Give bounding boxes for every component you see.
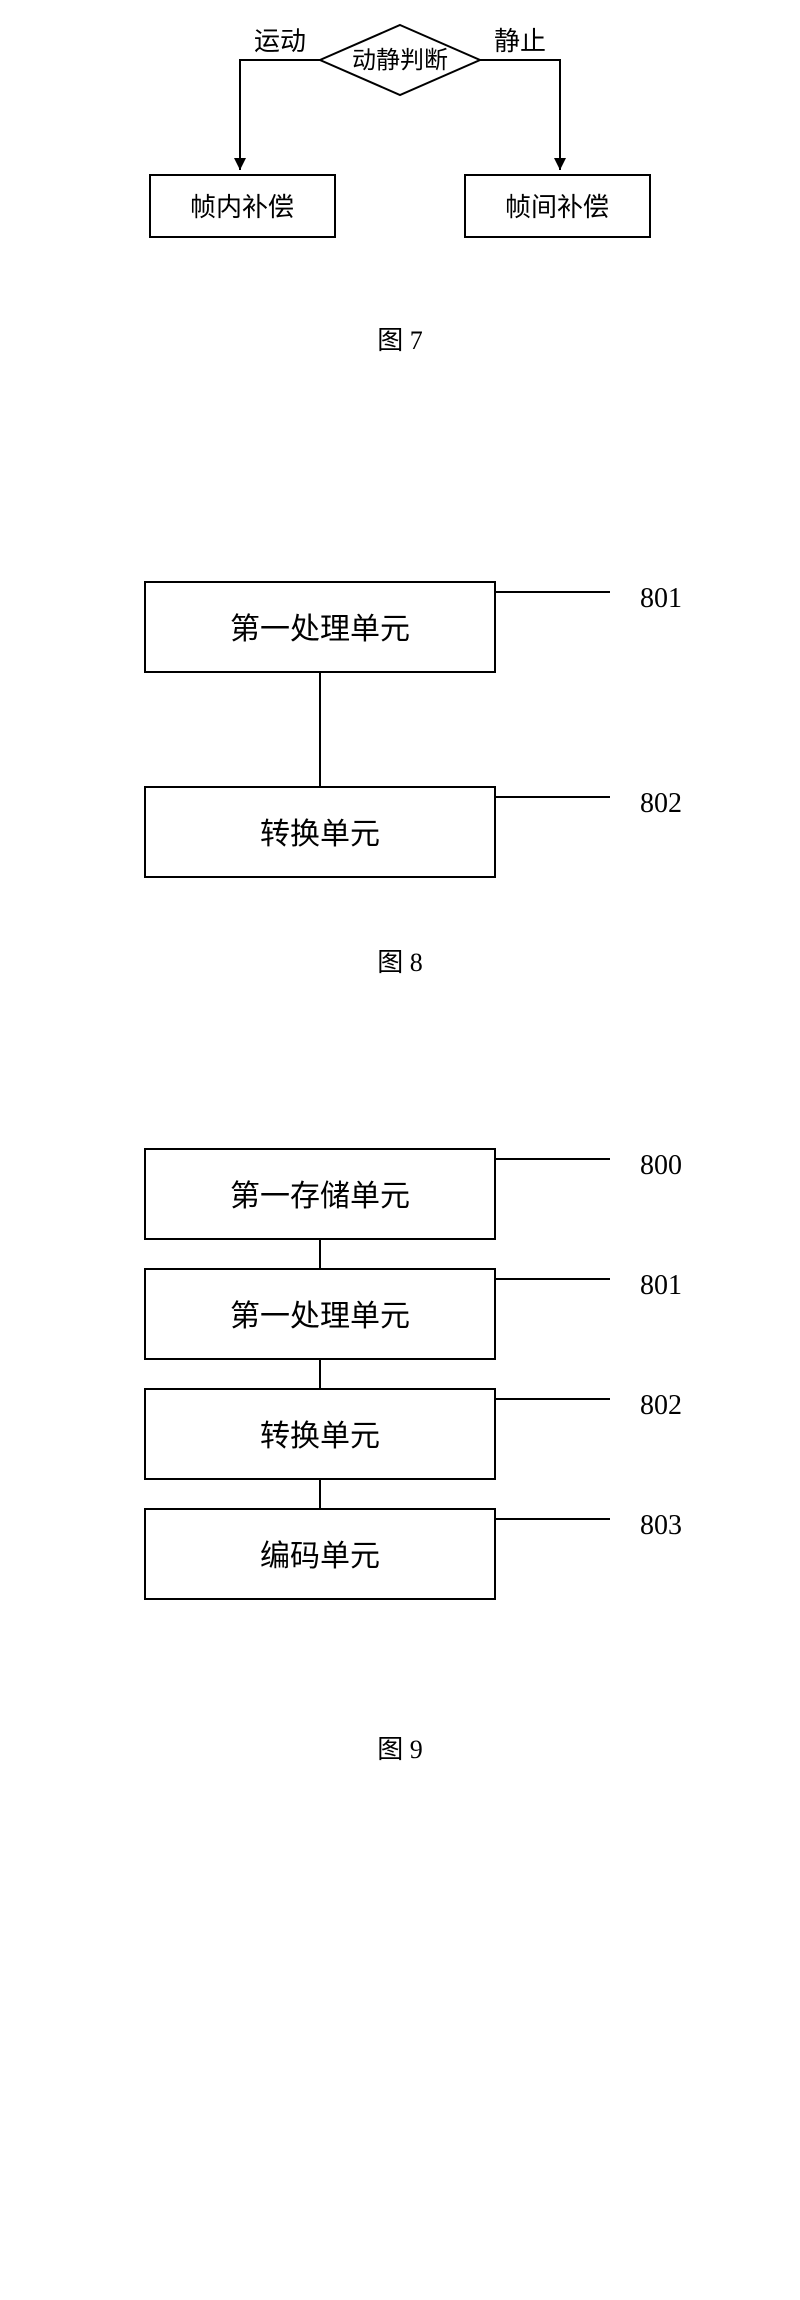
block-3-text: 转换单元 [260, 1420, 380, 1453]
block-2-tag: 801 [640, 1270, 682, 1301]
block-2: 转换单元 802 [145, 787, 682, 877]
right-output-text: 帧间补偿 [505, 193, 609, 222]
figure-8-caption: 图 8 [377, 942, 423, 979]
block-4-text: 编码单元 [260, 1540, 380, 1573]
block-1: 第一处理单元 801 [145, 582, 682, 672]
figure-9-svg: 第一存储单元 800 第一处理单元 801 转换单元 802 编码单元 803 [90, 1144, 710, 1634]
figure-8: 第一处理单元 801 转换单元 802 图 8 [0, 577, 800, 979]
block-2-text: 转换单元 [260, 818, 380, 851]
block-2-text: 第一处理单元 [230, 1300, 410, 1333]
block-3: 转换单元 802 [145, 1389, 682, 1479]
decision-diamond: 动静判断 [320, 25, 480, 95]
figure-9: 第一存储单元 800 第一处理单元 801 转换单元 802 编码单元 803 … [0, 1144, 800, 1806]
block-1-text: 第一存储单元 [230, 1180, 410, 1213]
figure-9-caption: 图 9 [377, 1729, 423, 1766]
left-label: 运动 [254, 27, 306, 56]
block-1: 第一存储单元 800 [145, 1149, 682, 1239]
left-output-text: 帧内补偿 [190, 193, 294, 222]
right-label: 静止 [494, 27, 546, 56]
block-4: 编码单元 803 [145, 1509, 682, 1599]
block-1-tag: 801 [640, 583, 682, 614]
block-3-tag: 802 [640, 1390, 682, 1421]
right-output-box: 帧间补偿 [465, 175, 650, 237]
block-1-tag: 800 [640, 1150, 682, 1181]
figure-7: 动静判断 运动 静止 帧内补偿 帧间补偿 图 7 [0, 0, 800, 357]
right-arrow [480, 60, 560, 170]
block-4-tag: 803 [640, 1510, 682, 1541]
decision-text: 动静判断 [352, 47, 448, 74]
left-arrow [240, 60, 320, 170]
figure-7-caption: 图 7 [377, 320, 423, 357]
block-2-tag: 802 [640, 788, 682, 819]
block-1-text: 第一处理单元 [230, 613, 410, 646]
figure-8-svg: 第一处理单元 801 转换单元 802 [90, 577, 710, 887]
left-output-box: 帧内补偿 [150, 175, 335, 237]
block-2: 第一处理单元 801 [145, 1269, 682, 1359]
figure-7-svg: 动静判断 运动 静止 帧内补偿 帧间补偿 [120, 20, 680, 280]
